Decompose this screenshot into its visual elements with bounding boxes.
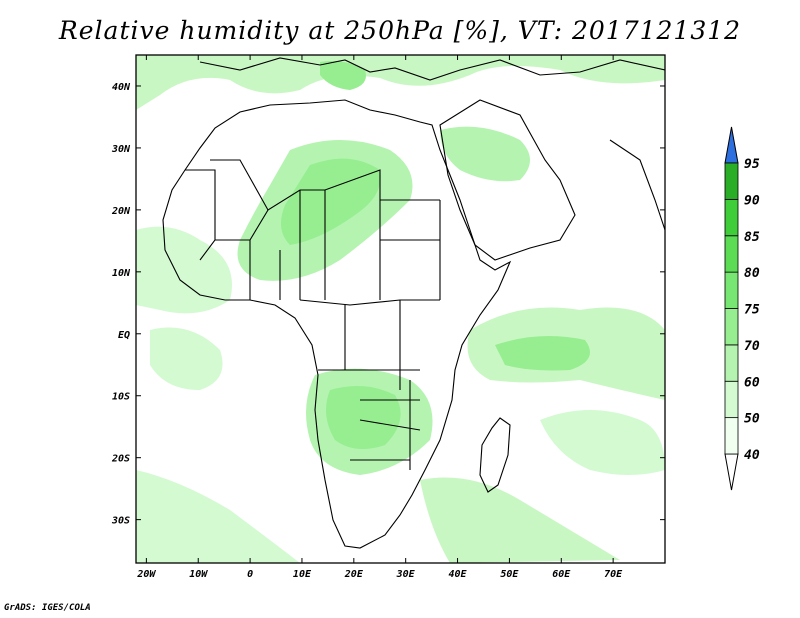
lat-tick-label: EQ	[118, 330, 130, 341]
lat-tick-label: 20N	[111, 206, 131, 217]
arabia-coastline	[439, 99, 576, 261]
colorbar-over-triangle	[724, 126, 739, 164]
border-north-africa	[210, 159, 441, 300]
humidity-core-sahara	[281, 158, 381, 245]
europe-coastline	[199, 57, 665, 81]
colorbar-level-label: 60	[744, 375, 760, 390]
coastlines	[162, 57, 665, 549]
colorbar-level-label: 90	[744, 193, 760, 208]
lon-tick-label: 60E	[552, 569, 571, 580]
map-frame	[135, 54, 666, 564]
africa-coastline	[162, 99, 512, 549]
colorbar-level-label: 85	[744, 230, 760, 245]
humidity-patch-med	[320, 61, 366, 90]
lon-tick-label: 40E	[449, 569, 468, 580]
grads-credit: GrADS: IGES/COLA	[4, 603, 91, 613]
lat-tick-label: 40N	[112, 82, 131, 93]
border-central-africa	[299, 299, 440, 470]
lat-tick-label: 30N	[111, 144, 131, 155]
colorbar-level-label: 40	[744, 448, 760, 463]
colorbar-segment	[724, 344, 739, 382]
colorbar-segment	[724, 417, 739, 455]
colorbar-level-label: 95	[744, 157, 760, 172]
lon-tick-label: 20E	[344, 569, 364, 580]
colorbar-segment	[724, 271, 739, 309]
chart-title: Relative humidity at 250hPa [%], VT: 201…	[58, 16, 742, 45]
humidity-patch-atlantic	[150, 327, 223, 390]
humidity-core-indian	[495, 336, 590, 371]
lon-tick-label: 70E	[604, 569, 623, 580]
humidity-band-west	[136, 226, 232, 314]
lon-tick-label: 30E	[396, 569, 416, 580]
india-coastline	[609, 139, 665, 231]
colorbar: 40 50 60 70 75 80 85 90 95	[724, 126, 760, 491]
lon-tick-label: 10W	[189, 569, 208, 580]
colorbar-segment	[724, 162, 739, 200]
lon-tick-label: 20W	[136, 569, 156, 580]
humidity-band-southwest	[136, 470, 300, 563]
lon-tick-label: 0	[247, 569, 253, 580]
colorbar-segment	[724, 235, 739, 273]
colorbar-level-label: 50	[744, 412, 760, 427]
humidity-core-south-africa	[326, 386, 401, 449]
humidity-band-north	[136, 55, 665, 110]
colorbar-segment	[724, 308, 739, 346]
humidity-band-east-ocean	[540, 410, 665, 475]
lat-tick-label: 10N	[112, 268, 131, 279]
humidity-band-southeast	[420, 477, 620, 563]
border-west-africa	[185, 169, 281, 300]
lat-tick-label: 20S	[111, 454, 130, 465]
longitude-ticks: 20W 10W 0 10E 20E 30E 40E 50E 60E 70E	[136, 55, 623, 580]
lat-tick-label: 30S	[111, 516, 130, 527]
lat-tick-label: 10S	[112, 392, 130, 403]
lon-tick-label: 50E	[500, 569, 519, 580]
latitude-ticks: 40N 30N 20N 10N EQ 10S 20S 30S	[111, 82, 665, 527]
colorbar-level-label: 70	[744, 339, 760, 354]
colorbar-level-label: 80	[744, 266, 760, 281]
madagascar-coastline	[479, 417, 511, 493]
colorbar-under-triangle	[724, 453, 739, 491]
colorbar-level-label: 75	[744, 303, 760, 318]
lon-tick-label: 10E	[293, 569, 312, 580]
humidity-patch-arabia	[440, 126, 530, 182]
colorbar-segment	[724, 198, 739, 237]
colorbar-segment	[724, 380, 739, 419]
